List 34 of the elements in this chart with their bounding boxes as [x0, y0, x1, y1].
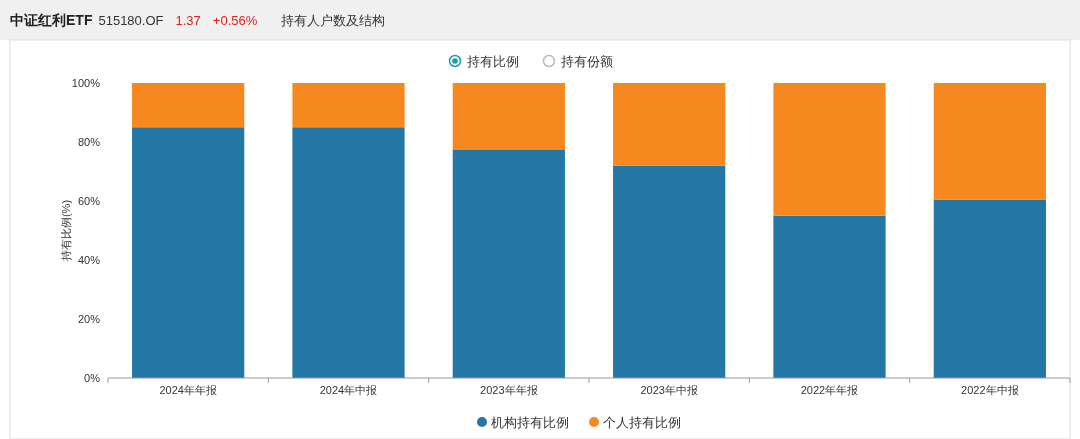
text: 1.37 [175, 13, 201, 28]
text: +0.56% [212, 13, 258, 28]
y-tick-label: 100% [71, 77, 101, 89]
bar [452, 83, 565, 150]
chart-title: 中证红利ETF [10, 12, 93, 28]
legend-label: 个人持有比例 [603, 415, 681, 430]
x-tick-label: 2023年中报 [640, 384, 698, 396]
text: 持有份额 [561, 54, 613, 69]
bar [132, 127, 245, 378]
bar [773, 215, 886, 378]
bar [933, 83, 1046, 200]
y-tick-label: 0% [84, 372, 101, 384]
x-tick-label: 2024年年报 [159, 384, 217, 396]
y-axis-title: 持有比例(%) [60, 199, 72, 262]
bar [292, 127, 405, 378]
text: 515180.OF [98, 13, 164, 28]
x-tick-label: 2022年中报 [961, 384, 1019, 396]
text: 持有比例 [467, 54, 519, 69]
x-tick-label: 2022年年报 [800, 384, 859, 396]
bar [452, 149, 565, 378]
y-tick-label: 60% [77, 195, 101, 207]
x-tick-label: 2023年年报 [480, 384, 538, 396]
y-tick-label: 40% [77, 254, 101, 266]
bar [773, 83, 886, 216]
bar [132, 83, 245, 128]
y-tick-label: 80% [77, 136, 101, 148]
y-tick-label: 20% [77, 313, 101, 325]
legend-label: 机构持有比例 [491, 415, 569, 430]
bar [613, 165, 726, 378]
bar [292, 83, 405, 128]
chart-subtitle: 持有人户数及结构 [281, 13, 386, 28]
x-tick-label: 2024年中报 [319, 384, 378, 396]
bar [613, 83, 726, 166]
bar [933, 199, 1046, 378]
